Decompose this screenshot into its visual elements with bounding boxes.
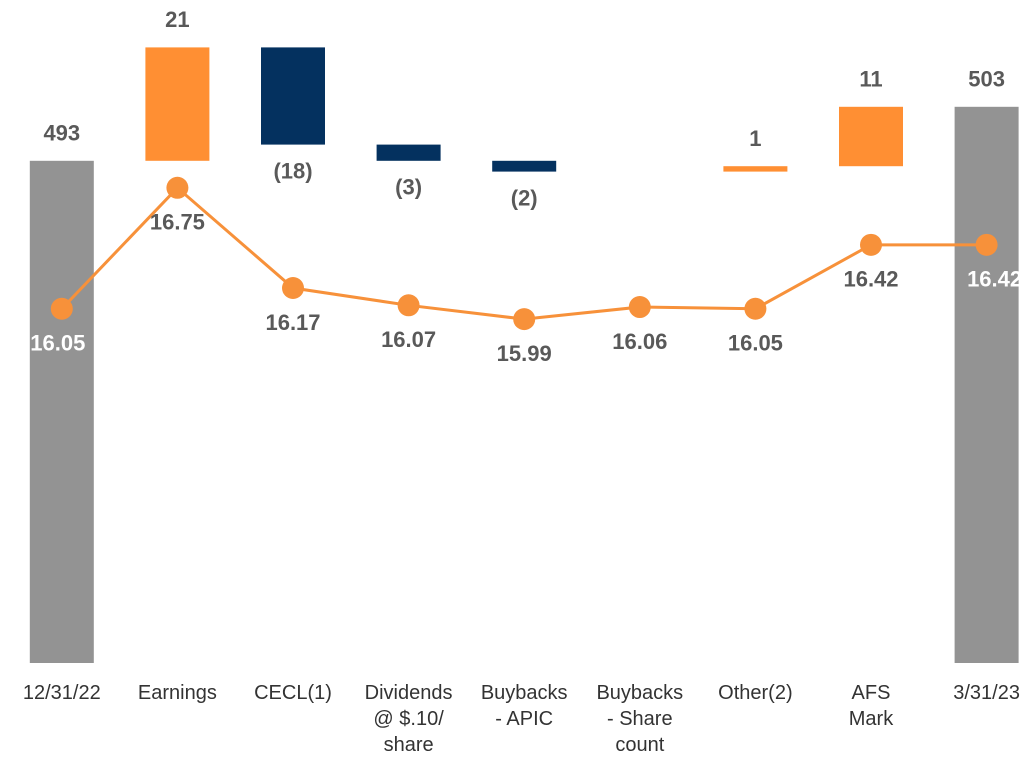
bar	[145, 47, 210, 161]
point-label: 16.05	[30, 331, 85, 356]
point-label: 16.07	[381, 327, 436, 352]
point-label: 16.06	[612, 329, 667, 354]
bar	[29, 160, 94, 664]
x-tick-label: 12/31/22	[23, 682, 101, 704]
point	[860, 233, 882, 256]
point	[513, 308, 536, 331]
x-tick-label: CECL(1)	[254, 682, 332, 704]
point-label: 15.99	[497, 341, 552, 366]
x-tick-label-line: Other(2)	[718, 682, 792, 704]
x-tick-label-line: share	[384, 734, 434, 756]
x-tick-label: Other(2)	[718, 682, 792, 704]
point-label: 16.75	[150, 210, 205, 235]
value-label: (3)	[395, 175, 422, 200]
x-tick-label: AFS Mark	[849, 682, 894, 730]
x-tick-label-line: 12/31/22	[23, 682, 101, 704]
value-label: 1	[749, 126, 761, 151]
bar	[954, 106, 1019, 664]
x-tick-label-line: count	[615, 734, 664, 756]
point	[975, 233, 998, 256]
x-tick-label-line: Buybacks	[481, 682, 568, 704]
value-label: 493	[43, 121, 80, 146]
point-label: 16.42	[967, 267, 1022, 292]
x-tick-label-line: - APIC	[495, 708, 553, 730]
x-tick-label-line: CECL(1)	[254, 682, 332, 704]
point	[282, 277, 304, 300]
x-tick-label: Dividends @ $.10/share	[365, 682, 453, 756]
x-tick-label-line: Buybacks	[596, 682, 683, 704]
bar	[261, 47, 325, 145]
point-label: 16.05	[728, 331, 783, 356]
value-label: 21	[165, 7, 189, 32]
point-label: 16.42	[843, 267, 898, 292]
point	[397, 294, 420, 317]
x-tick-label: Buybacks - Share count	[596, 682, 683, 756]
point	[166, 176, 189, 199]
x-tick-label-line: @ $.10/	[373, 708, 444, 730]
bar	[376, 144, 441, 161]
value-label: 11	[859, 67, 882, 92]
point	[50, 297, 73, 320]
bar	[492, 160, 557, 172]
x-tick-label-line: 3/31/23	[953, 682, 1020, 704]
x-tick-label-line: - Share	[607, 708, 673, 730]
x-tick-label: 3/31/23	[953, 682, 1020, 704]
x-tick-label-line: Mark	[849, 708, 894, 730]
value-label: (2)	[511, 185, 538, 210]
x-tick-label-line: AFS	[852, 682, 891, 704]
x-tick-label: Buybacks - APIC	[481, 682, 568, 730]
x-tick-label-line: Earnings	[138, 682, 217, 704]
bar	[839, 106, 903, 167]
bar	[723, 166, 788, 172]
value-label: (18)	[273, 158, 312, 183]
x-tick-label-line: Dividends	[365, 682, 453, 704]
point	[744, 297, 767, 320]
x-tick-label: Earnings	[138, 682, 217, 704]
value-label: 503	[968, 67, 1005, 92]
point	[628, 296, 651, 319]
point-label: 16.17	[265, 310, 320, 335]
